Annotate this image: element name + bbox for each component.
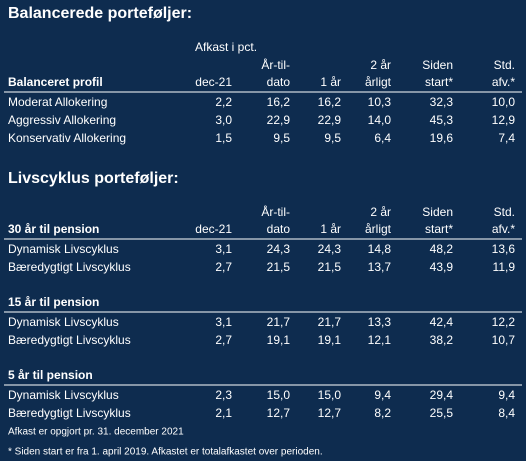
group-label: 15 år til pension [8,295,99,309]
cell: 12,2 [492,315,516,329]
cell: 32,3 [430,95,454,109]
column-header: årligt [365,75,392,89]
cell: 10,7 [492,333,516,347]
cell: 13,3 [368,315,392,329]
row-label: Dynamisk Livscyklus [8,388,119,402]
column-header: dato [267,222,291,236]
cell: 9,4 [498,388,515,402]
column-header: Std. [494,205,515,219]
column-header: 2 år [370,58,391,72]
subtitle: Afkast i pct. [195,40,257,54]
cell: 2,7 [215,260,232,274]
cell: 15,0 [267,388,291,402]
column-header: Siden [422,205,453,219]
column-header: Std. [494,58,515,72]
column-header: Siden [422,58,453,72]
cell: 10,0 [492,95,516,109]
cell: 16,2 [267,95,291,109]
cell: 22,9 [267,113,291,127]
column-header: 2 år [370,205,391,219]
row-label: Aggressiv Allokering [8,113,116,127]
cell: 2,7 [215,333,232,347]
cell: 21,5 [318,260,342,274]
cell: 8,4 [498,406,515,420]
row-label: Konservativ Allokering [8,131,126,145]
cell: 9,5 [273,131,290,145]
cell: 14,0 [368,113,392,127]
cell: 3,0 [215,113,232,127]
cell: 10,3 [368,95,392,109]
cell: 2,2 [215,95,232,109]
cell: 13,6 [492,242,516,256]
cell: 8,2 [374,406,391,420]
cell: 3,1 [215,242,232,256]
cell: 29,4 [430,388,454,402]
row-label: Moderat Allokering [8,95,107,109]
cell: 2,1 [215,406,232,420]
cell: 25,5 [430,406,454,420]
column-header: afv.* [492,222,515,236]
cell: 42,4 [430,315,454,329]
row-label: Bæredygtigt Livscyklus [8,333,131,347]
cell: 19,6 [430,131,454,145]
column-header: dec-21 [195,75,232,89]
cell: 45,3 [430,113,454,127]
cell: 21,7 [318,315,342,329]
row-label: Dynamisk Livscyklus [8,242,119,256]
cell: 21,5 [267,260,291,274]
cell: 12,1 [368,333,392,347]
cell: 24,3 [318,242,342,256]
column-header: 1 år [320,222,341,236]
group-label: Balanceret profil [8,75,103,89]
cell: 43,9 [430,260,454,274]
footnote: Afkast er opgjort pr. 31. december 2021 [8,427,184,438]
cell: 12,7 [267,406,291,420]
cell: 9,5 [324,131,341,145]
cell: 14,8 [368,242,392,256]
column-header: År-til- [261,57,290,72]
cell: 3,1 [215,315,232,329]
cell: 12,9 [492,113,516,127]
cell: 24,3 [267,242,291,256]
column-header: start* [425,75,453,89]
group-label: 5 år til pension [8,368,93,382]
row-label: Bæredygtigt Livscyklus [8,260,131,274]
column-header: År-til- [261,204,290,219]
footnote: * Siden start er fra 1. april 2019. Afka… [8,447,323,458]
section-title: Balancerede porteføljer: [8,5,192,22]
cell: 11,9 [493,260,516,274]
row-label: Dynamisk Livscyklus [8,315,119,329]
cell: 21,7 [267,315,291,329]
cell: 2,3 [215,388,232,402]
cell: 19,1 [267,333,291,347]
cell: 19,1 [318,333,342,347]
cell: 15,0 [318,388,342,402]
cell: 6,4 [374,131,391,145]
row-label: Bæredygtigt Livscyklus [8,406,131,420]
cell: 1,5 [215,131,232,145]
column-header: årligt [365,222,392,236]
column-header: dec-21 [195,222,232,236]
cell: 12,7 [318,406,342,420]
column-header: start* [425,222,453,236]
cell: 9,4 [374,388,391,402]
cell: 48,2 [430,242,454,256]
column-header: afv.* [492,75,515,89]
cell: 38,2 [430,333,454,347]
column-header: 1 år [320,75,341,89]
cell: 22,9 [318,113,342,127]
cell: 13,7 [368,260,392,274]
column-header: dato [267,75,291,89]
cell: 7,4 [498,131,515,145]
section-title: Livscyklus porteføljer: [8,170,179,187]
group-label: 30 år til pension [8,222,99,236]
cell: 16,2 [318,95,342,109]
